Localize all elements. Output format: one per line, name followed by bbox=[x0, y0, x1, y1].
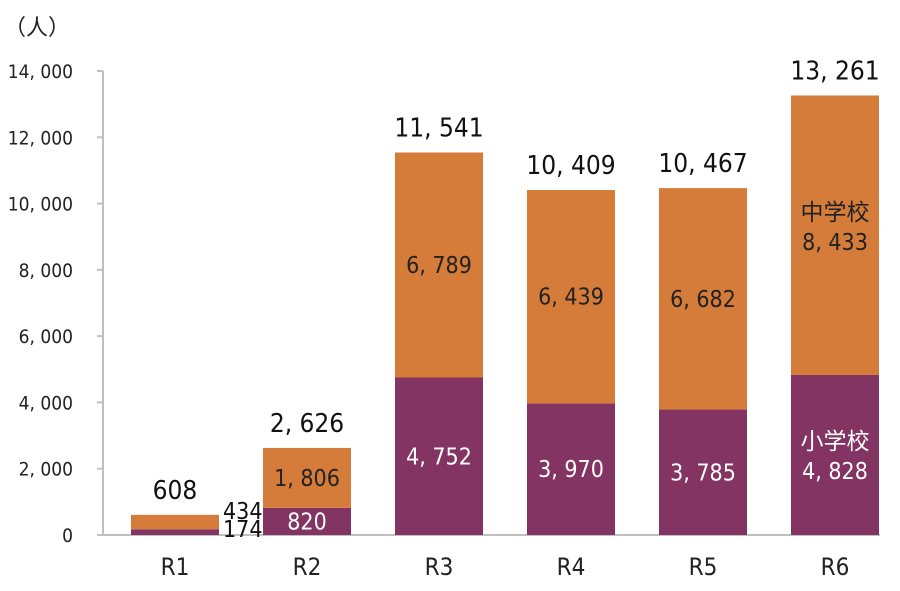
x-category-label: R3 bbox=[425, 553, 454, 581]
bar-total-label: 2, 626 bbox=[270, 409, 344, 439]
bar-segment-elementary bbox=[659, 409, 747, 535]
bar-total-label: 10, 409 bbox=[526, 151, 615, 181]
y-tick-label: 10, 000 bbox=[8, 194, 73, 216]
bar-value-label-junior-high: 434 bbox=[223, 499, 263, 525]
bar-value-label-elementary: 3, 785 bbox=[670, 460, 736, 486]
bar-segment-elementary bbox=[131, 529, 219, 535]
bar-total-label: 13, 261 bbox=[790, 56, 879, 86]
y-tick-label: 6, 000 bbox=[19, 326, 73, 348]
x-category-label: R5 bbox=[689, 553, 718, 581]
y-tick-label: 0 bbox=[62, 525, 73, 547]
bar-value-label-elementary: 820 bbox=[287, 509, 327, 535]
bar-value-label-elementary: 4, 828 bbox=[802, 459, 868, 485]
bar-segment-junior-high bbox=[791, 95, 879, 375]
bar-segment-junior-high bbox=[395, 152, 483, 378]
bar-value-label-elementary: 4, 752 bbox=[406, 444, 472, 470]
x-category-label: R4 bbox=[557, 553, 586, 581]
y-tick-label: 12, 000 bbox=[8, 127, 73, 149]
bar-value-label-junior-high: 1, 806 bbox=[274, 466, 340, 492]
bar-value-label-junior-high: 6, 439 bbox=[538, 285, 604, 311]
bar-total-label: 608 bbox=[153, 476, 198, 506]
bar-value-label-elementary: 3, 970 bbox=[538, 457, 604, 483]
bar-total-label: 11, 541 bbox=[394, 113, 483, 143]
y-tick-label: 2, 000 bbox=[19, 459, 73, 481]
bar-segment-elementary bbox=[791, 374, 879, 535]
y-tick-label: 14, 000 bbox=[8, 61, 73, 83]
series-name-label-junior-high: 中学校 bbox=[801, 200, 870, 226]
x-category-label: R2 bbox=[293, 553, 322, 581]
x-category-label: R6 bbox=[821, 553, 850, 581]
y-tick-label: 8, 000 bbox=[19, 260, 73, 282]
y-tick-label: 4, 000 bbox=[19, 392, 73, 414]
bar-segment-junior-high bbox=[131, 514, 219, 530]
bar-segment-elementary bbox=[263, 507, 351, 535]
bar-segment-elementary bbox=[527, 403, 615, 535]
bar-segment-elementary bbox=[395, 377, 483, 535]
bar-segment-junior-high bbox=[527, 190, 615, 404]
bar-segment-junior-high bbox=[263, 447, 351, 508]
bar-value-label-junior-high: 8, 433 bbox=[802, 230, 868, 256]
bar-value-label-junior-high: 6, 682 bbox=[670, 287, 736, 313]
bar-segment-junior-high bbox=[659, 188, 747, 410]
bar-value-label-elementary: 174 bbox=[223, 517, 263, 543]
y-axis-unit-label: （人） bbox=[4, 16, 70, 41]
series-name-label-elementary: 小学校 bbox=[801, 429, 870, 455]
bar-value-label-junior-high: 6, 789 bbox=[406, 253, 472, 279]
x-category-label: R1 bbox=[161, 553, 190, 581]
bar-total-label: 10, 467 bbox=[658, 149, 747, 179]
